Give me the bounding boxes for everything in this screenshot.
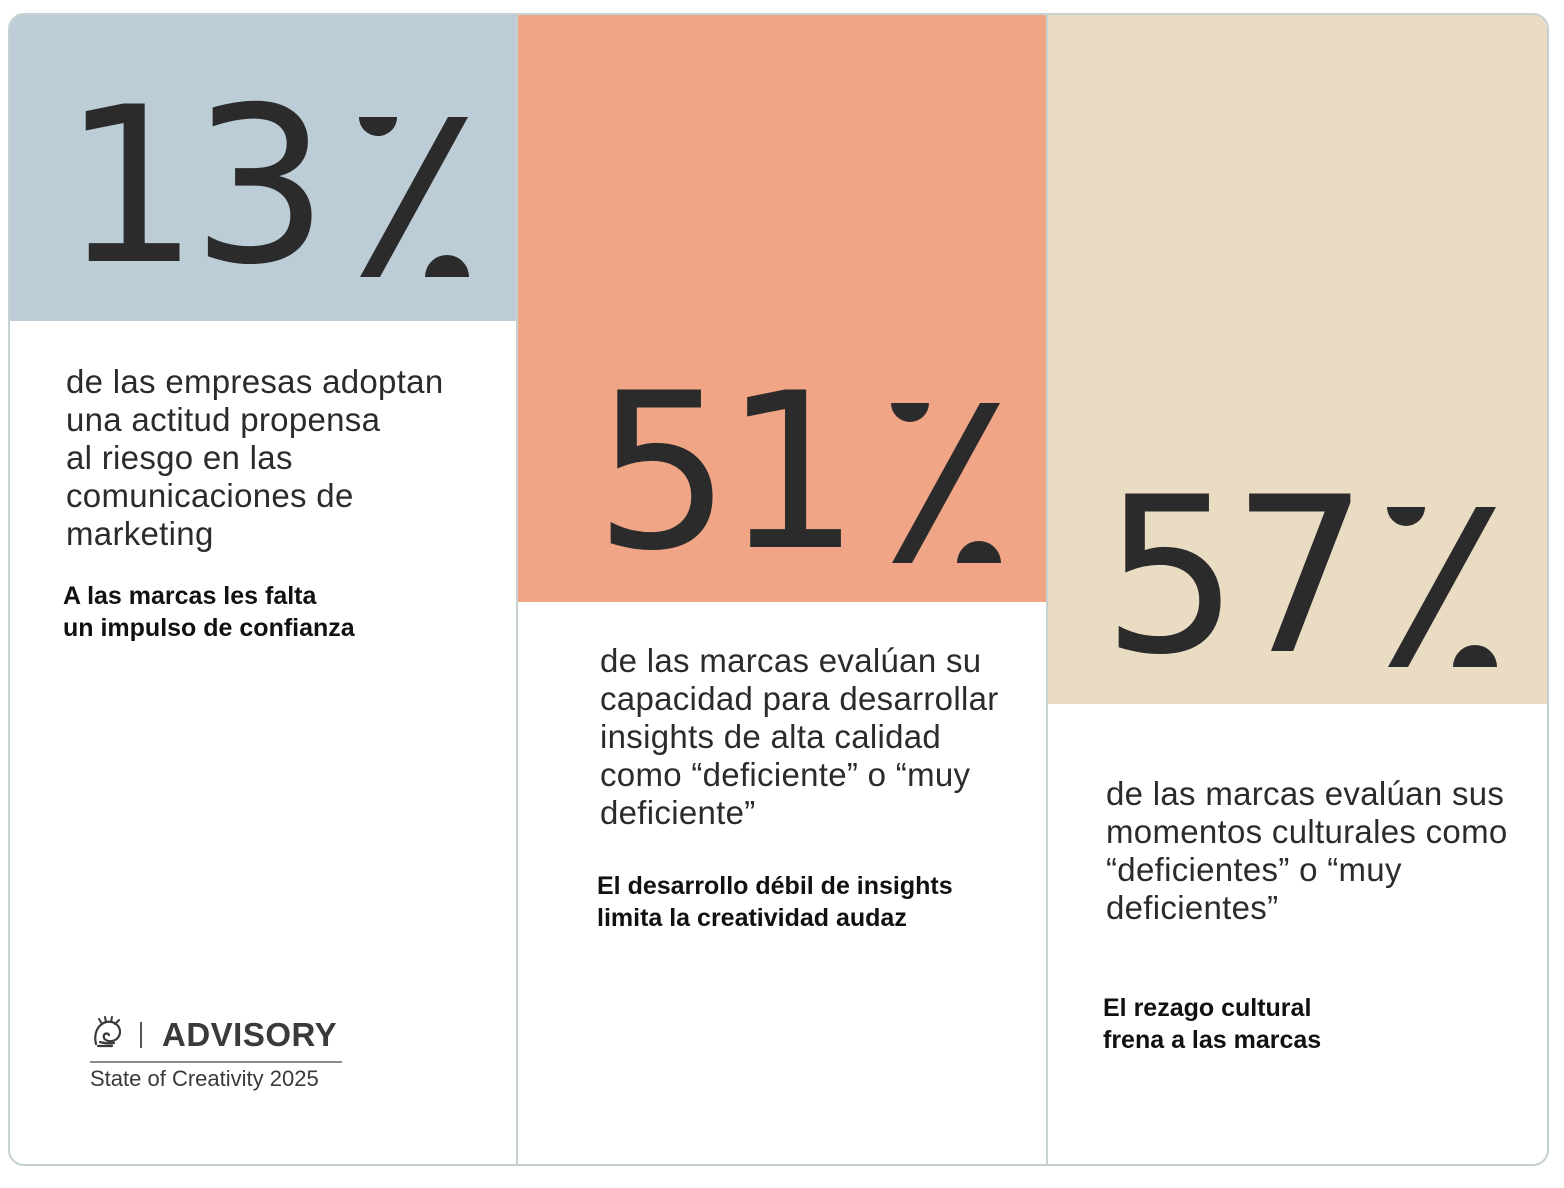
percent-icon	[890, 403, 1001, 563]
logo-rule	[90, 1061, 342, 1063]
stat-column-2: 51 de las marcas evalúan su capacidad pa…	[516, 15, 1048, 1164]
stat-note-1: A las marcas les falta un impulso de con…	[63, 582, 355, 642]
stat-description-2: de las marcas evalúan su capacidad para …	[600, 642, 999, 831]
logo-subtitle: State of Creativity 2025	[90, 1066, 319, 1091]
percent-icon	[358, 117, 469, 277]
logo-divider	[140, 1022, 142, 1048]
stat-value-3: 57	[1102, 469, 1497, 685]
stat-note-2: El desarrollo débil de insights limita l…	[597, 872, 953, 932]
stat-value-2: 51	[594, 365, 1001, 581]
stat-number-2: 51	[594, 347, 861, 598]
lion-icon	[90, 1015, 124, 1055]
stat-number-3: 57	[1102, 451, 1369, 702]
infographic-frame: 13 de las empresas adoptan una actitud p…	[8, 13, 1549, 1166]
stat-description-1: de las empresas adoptan una actitud prop…	[66, 363, 444, 552]
stat-column-1: 13 de las empresas adoptan una actitud p…	[10, 15, 516, 1164]
stat-color-block-3	[1048, 15, 1547, 704]
advisory-logo: ADVISORY State of Creativity 2025	[90, 1015, 342, 1092]
logo-wordmark: ADVISORY	[162, 1016, 338, 1053]
stat-note-3: El rezago cultural frena a las marcas	[1103, 994, 1322, 1054]
stat-description-3: de las marcas evalúan sus momentos cultu…	[1106, 775, 1508, 926]
stat-color-block-2	[518, 15, 1048, 602]
percent-icon	[1386, 507, 1497, 667]
stat-value-1: 13	[62, 79, 469, 295]
stat-column-3: 57 de las marcas evalúan sus momentos cu…	[1046, 15, 1547, 1164]
stat-number-1: 13	[62, 61, 329, 312]
